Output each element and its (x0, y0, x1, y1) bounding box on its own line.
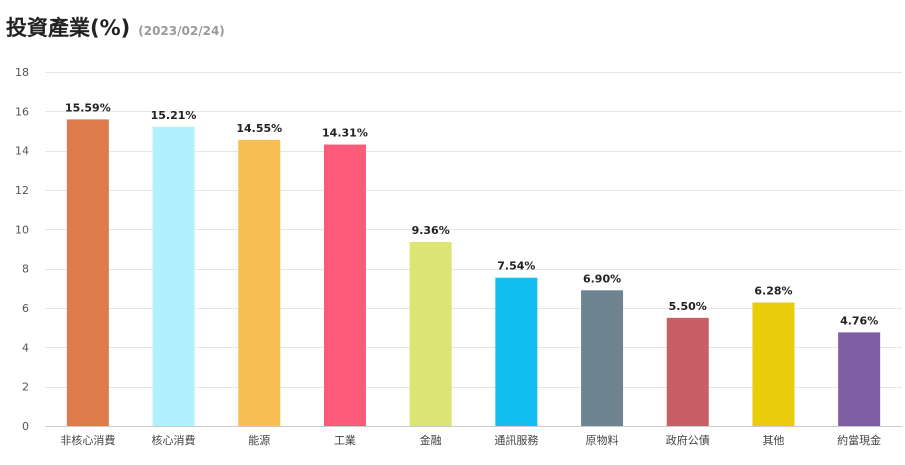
bar (666, 317, 709, 426)
bar (581, 290, 624, 426)
bar (838, 332, 881, 426)
y-tick-label: 16 (15, 105, 29, 118)
x-category-label: 其他 (762, 434, 784, 447)
chart-title: 投資產業(%) (6, 16, 131, 40)
bar-value-label: 5.50% (669, 300, 707, 313)
bar (495, 277, 538, 426)
x-category-label: 通訊服務 (494, 433, 538, 447)
y-tick-label: 8 (22, 263, 29, 276)
y-tick-label: 18 (15, 66, 29, 79)
bar (66, 119, 109, 426)
bar-value-label: 9.36% (412, 224, 450, 237)
bar (323, 144, 366, 426)
x-category-label: 能源 (248, 433, 270, 447)
bar-value-label: 7.54% (497, 260, 535, 273)
bar-value-label: 14.55% (236, 122, 282, 135)
y-tick-label: 0 (22, 420, 29, 433)
bar (152, 126, 195, 427)
bars (66, 119, 881, 427)
data-labels: 15.59% 15.21% 14.55% 14.31% 9.36% 7.54% 6.90% 5… (65, 101, 878, 327)
y-tick-label: 10 (15, 223, 29, 236)
x-category-label: 核心消費 (152, 433, 196, 447)
bar (238, 139, 281, 426)
y-axis-ticks: 0 2 4 6 8 10 12 14 16 18 (15, 66, 29, 433)
bar-value-label: 15.21% (151, 109, 197, 122)
y-tick-label: 6 (22, 302, 29, 315)
x-axis-categories: 非核心消費 核心消費 能源 工業 金融 通訊服務 原物料 政府公債 其他 約當現金 (60, 433, 881, 447)
x-category-label: 約當現金 (837, 433, 881, 447)
bar-value-label: 15.59% (65, 101, 111, 114)
y-tick-label: 2 (22, 381, 29, 394)
x-category-label: 政府公債 (666, 433, 710, 447)
chart-header: 投資產業(%) (2023/02/24) (6, 12, 225, 42)
bar-value-label: 6.28% (754, 284, 792, 297)
bar-value-label: 4.76% (840, 314, 878, 327)
x-category-label: 金融 (420, 433, 442, 447)
bar-value-label: 6.90% (583, 272, 621, 285)
y-tick-label: 14 (15, 145, 29, 158)
x-category-label: 非核心消費 (60, 433, 115, 447)
bar-value-label: 14.31% (322, 127, 368, 140)
y-tick-label: 4 (22, 341, 29, 354)
x-category-label: 原物料 (586, 433, 619, 447)
bar (752, 302, 795, 426)
x-category-label: 工業 (334, 434, 356, 447)
chart-date: (2023/02/24) (138, 24, 225, 38)
y-tick-label: 12 (15, 184, 29, 197)
bar (409, 241, 452, 426)
